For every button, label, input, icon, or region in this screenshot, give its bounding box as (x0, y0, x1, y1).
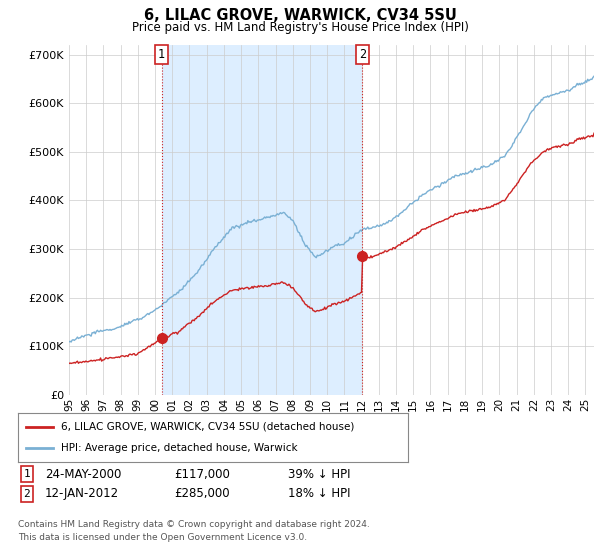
Text: This data is licensed under the Open Government Licence v3.0.: This data is licensed under the Open Gov… (18, 533, 307, 542)
Text: 1: 1 (23, 469, 31, 479)
Text: 2: 2 (23, 489, 31, 499)
Text: 24-MAY-2000: 24-MAY-2000 (45, 468, 121, 481)
Text: Price paid vs. HM Land Registry's House Price Index (HPI): Price paid vs. HM Land Registry's House … (131, 21, 469, 34)
Text: 6, LILAC GROVE, WARWICK, CV34 5SU: 6, LILAC GROVE, WARWICK, CV34 5SU (143, 8, 457, 24)
Text: Contains HM Land Registry data © Crown copyright and database right 2024.: Contains HM Land Registry data © Crown c… (18, 520, 370, 529)
Text: HPI: Average price, detached house, Warwick: HPI: Average price, detached house, Warw… (61, 443, 298, 453)
Text: 1: 1 (158, 48, 165, 61)
Text: 39% ↓ HPI: 39% ↓ HPI (288, 468, 350, 481)
Text: 6, LILAC GROVE, WARWICK, CV34 5SU (detached house): 6, LILAC GROVE, WARWICK, CV34 5SU (detac… (61, 422, 354, 432)
Text: £285,000: £285,000 (174, 487, 230, 501)
Text: 18% ↓ HPI: 18% ↓ HPI (288, 487, 350, 501)
Text: 2: 2 (359, 48, 366, 61)
Text: £117,000: £117,000 (174, 468, 230, 481)
Text: 12-JAN-2012: 12-JAN-2012 (45, 487, 119, 501)
Bar (161, 45, 362, 395)
